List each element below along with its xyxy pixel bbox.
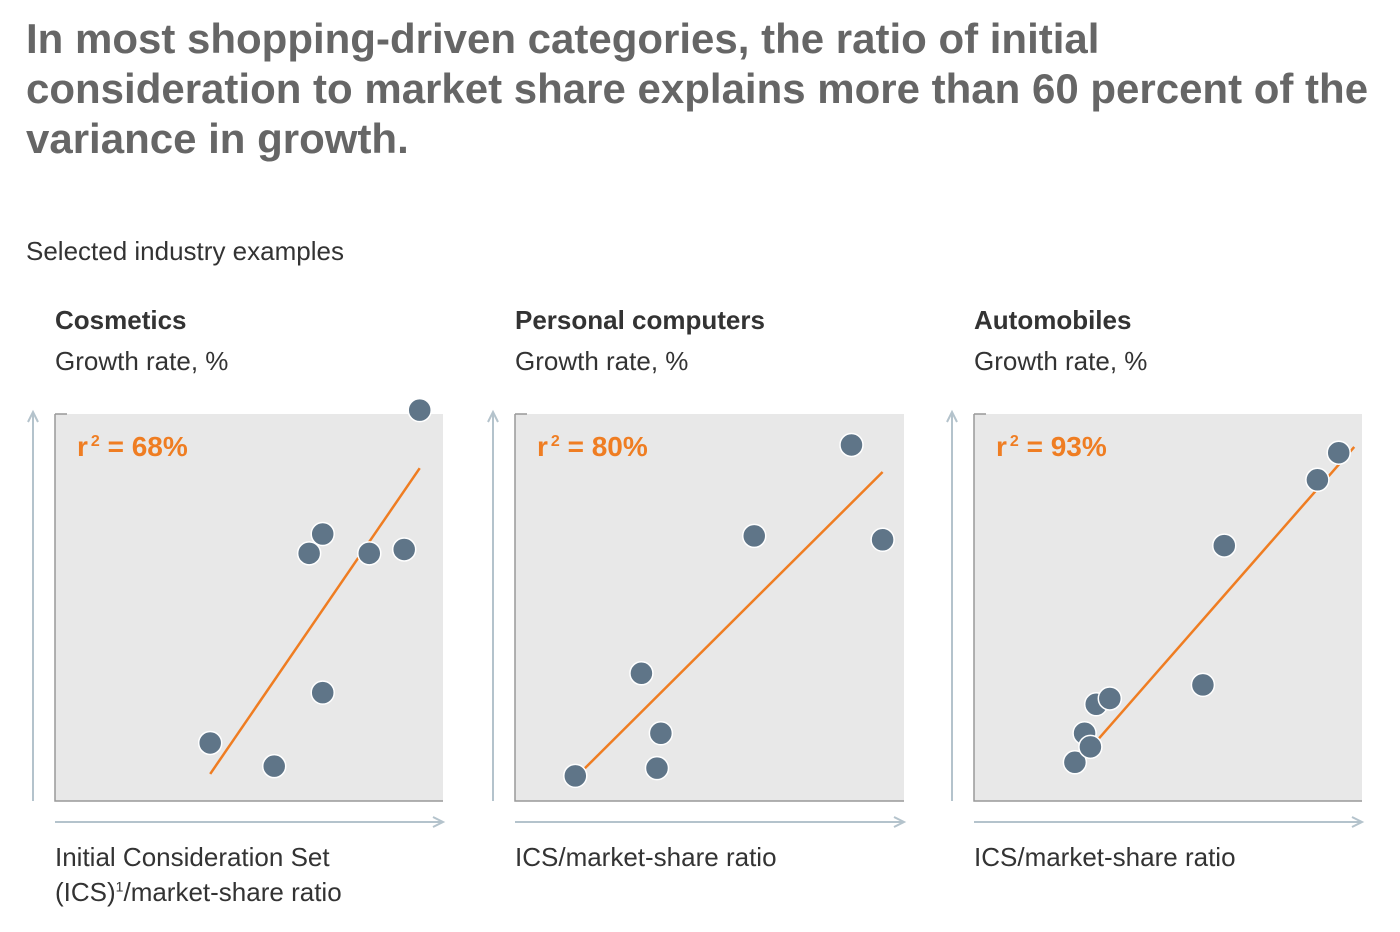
data-point — [1078, 734, 1103, 760]
data-point — [310, 521, 335, 547]
data-point — [357, 541, 382, 566]
plot-area — [974, 414, 1362, 801]
x-axis-label-personal-computers: ICS/market-share ratio — [515, 842, 777, 872]
panel-title-personal-computers: Personal computers — [515, 305, 765, 335]
plot-area — [515, 414, 904, 801]
data-point — [839, 432, 864, 458]
data-point — [741, 523, 767, 549]
data-point — [563, 763, 588, 789]
r2-label-exponent: 2 — [551, 433, 560, 450]
panel-title-cosmetics: Cosmetics — [55, 305, 187, 335]
r2-label-value: = 80% — [560, 431, 648, 462]
data-point — [1062, 750, 1088, 775]
plot-frame — [514, 414, 904, 802]
trendline — [574, 471, 884, 779]
subheading: Selected industry examples — [26, 236, 344, 266]
footnote-marker: 1 — [115, 878, 124, 895]
data-point — [648, 721, 674, 746]
r2-label-r: r — [996, 431, 1007, 462]
panel-unit-personal-computers: Growth rate, % — [515, 346, 689, 376]
data-point — [391, 537, 417, 562]
data-point — [407, 397, 432, 423]
data-point — [644, 755, 670, 781]
y-axis-arrowhead — [487, 409, 499, 423]
plot-frame — [54, 414, 443, 802]
x-axis-label-line2-prefix: (ICS) — [55, 877, 116, 907]
r2-label-r: r — [537, 431, 548, 462]
data-point — [310, 680, 335, 705]
panel-unit-cosmetics: Growth rate, % — [55, 346, 229, 376]
r2-label-exponent: 2 — [1010, 433, 1019, 450]
data-point — [629, 661, 654, 686]
panel-unit-automobiles: Growth rate, % — [974, 346, 1148, 376]
plot-area — [55, 414, 443, 801]
plot-frame — [973, 414, 1362, 802]
trendline — [1071, 446, 1356, 769]
x-axis-arrowhead — [432, 816, 446, 828]
x-axis-arrowhead — [1351, 816, 1365, 828]
x-axis-label-cosmetics: Initial Consideration Set (ICS)1/market-… — [55, 840, 342, 910]
data-point — [1190, 672, 1216, 698]
data-point — [1326, 440, 1351, 465]
y-axis-arrowhead — [946, 409, 958, 423]
data-point — [261, 753, 287, 779]
x-axis-label-line1: Initial Consideration Set — [55, 842, 330, 872]
data-point — [197, 730, 223, 756]
trendline — [209, 467, 421, 775]
r2-label-value: = 68% — [100, 431, 188, 462]
r2-label-value: = 93% — [1019, 431, 1107, 462]
x-axis-label-automobiles: ICS/market-share ratio — [974, 842, 1236, 872]
data-point — [1097, 686, 1123, 711]
x-axis-arrowhead — [893, 816, 907, 828]
x-axis-label-line2-suffix: /market-share ratio — [123, 877, 342, 907]
data-point — [1305, 467, 1330, 493]
headline: In most shopping-driven categories, the … — [26, 15, 1369, 162]
y-axis-arrowhead — [27, 409, 39, 423]
data-point — [870, 527, 895, 553]
panel-title-automobiles: Automobiles — [974, 305, 1132, 335]
r2-label-r: r — [77, 431, 88, 462]
data-point — [296, 541, 322, 566]
r2-label-exponent: 2 — [91, 433, 100, 450]
data-point — [1212, 533, 1237, 558]
